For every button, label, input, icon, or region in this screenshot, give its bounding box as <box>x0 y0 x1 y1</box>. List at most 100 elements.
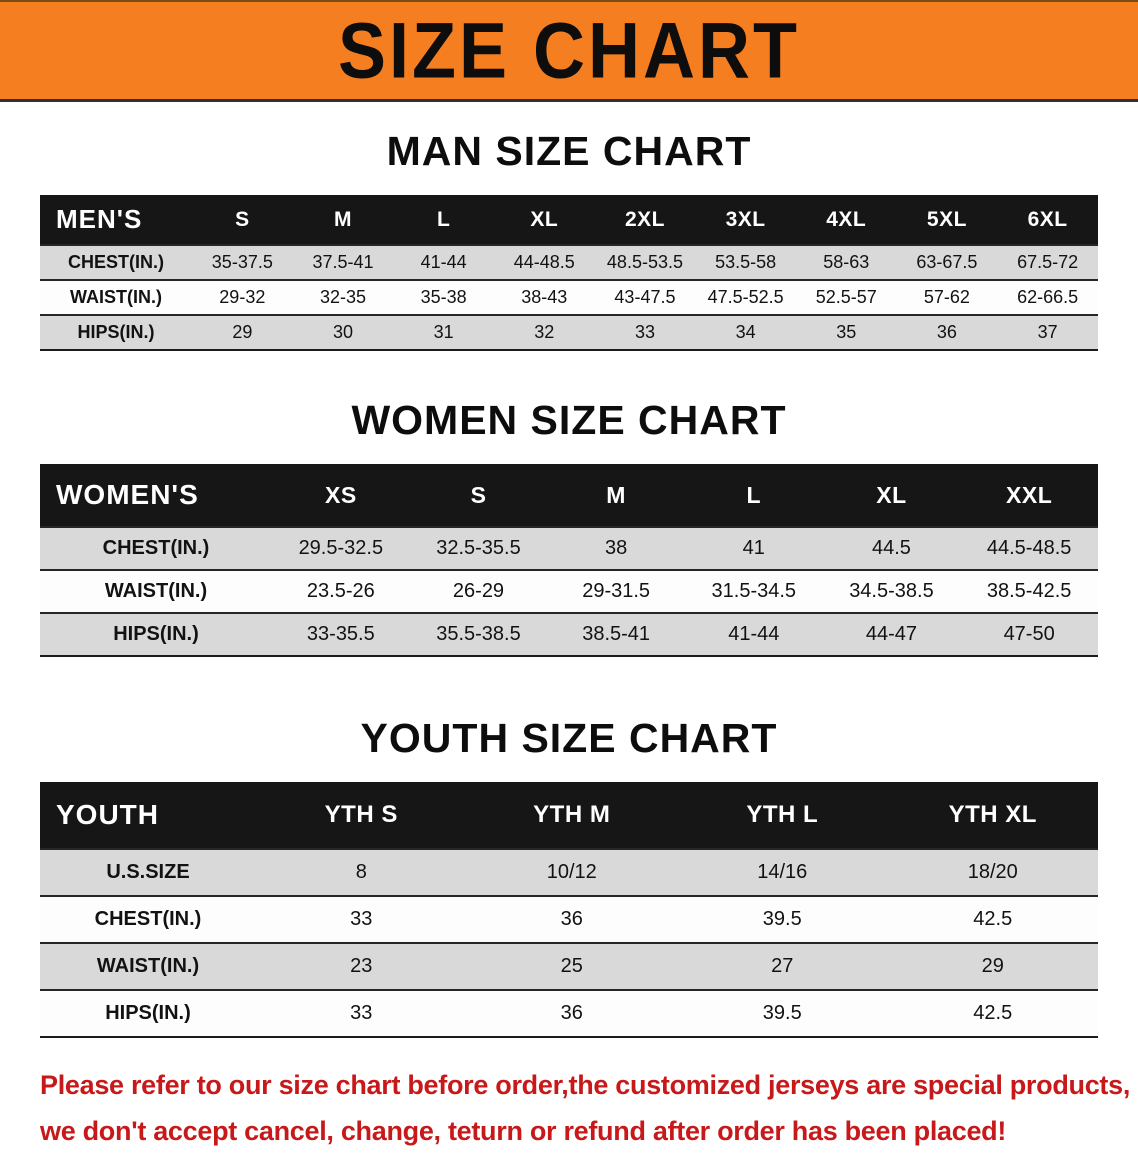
size-value: 41 <box>742 537 765 559</box>
size-column-header: 2XL <box>594 195 696 245</box>
size-value: 42.5 <box>973 1002 1013 1024</box>
size-column-header: XL <box>493 195 595 245</box>
size-value: 38 <box>605 537 628 559</box>
women-size-table: WOMEN'S XS S M L XL XXL CHEST(IN.) 29.5-32.5 32.5… <box>40 464 1098 657</box>
size-value: 43-47.5 <box>614 287 676 307</box>
table-row: HIPS(IN.) 29 30 31 32 33 34 35 36 37 <box>40 315 1098 350</box>
size-column-header: XXL <box>960 464 1098 527</box>
size-value: 29-31.5 <box>582 580 651 602</box>
size-column-header: 3XL <box>695 195 796 245</box>
table-row: HIPS(IN.) 33-35.5 35.5-38.5 38.5-41 41-44 44-… <box>40 613 1098 656</box>
size-value: 25 <box>560 955 583 977</box>
row-label: HIPS(IN.) <box>105 1002 191 1024</box>
disclaimer: Please refer to our size chart before or… <box>40 1062 1138 1154</box>
size-value: 36 <box>560 1002 583 1024</box>
row-label: WAIST(IN.) <box>96 955 200 977</box>
size-value: 53.5-58 <box>715 252 777 272</box>
size-value: 27 <box>771 955 794 977</box>
youth-size-section: YOUTH SIZE CHART YOUTH YTH S YTH M YTH L YTH… <box>0 715 1138 1038</box>
size-value: 37 <box>1037 322 1058 342</box>
size-value: 42.5 <box>973 908 1013 930</box>
size-value: 23 <box>350 955 373 977</box>
size-value: 31 <box>433 322 454 342</box>
size-value: 38.5-42.5 <box>986 580 1072 602</box>
size-value: 33 <box>634 322 655 342</box>
men-size-table: MEN'S S M L XL 2XL 3XL 4XL 5XL 6XL CHEST(IN.) 35-37… <box>40 195 1098 351</box>
size-value: 48.5-53.5 <box>606 252 683 272</box>
size-value: 35.5-38.5 <box>436 623 521 645</box>
size-value: 29 <box>981 955 1004 977</box>
size-value: 30 <box>332 322 353 342</box>
size-value: 26-29 <box>452 580 505 602</box>
table-header-row: WOMEN'S XS S M L XL XXL <box>40 464 1098 527</box>
size-value: 44-48.5 <box>513 252 575 272</box>
size-value: 34 <box>735 322 756 342</box>
table-row: HIPS(IN.) 33 36 39.5 42.5 <box>40 990 1098 1037</box>
size-column-header: 4XL <box>795 195 897 245</box>
size-value: 41-44 <box>420 252 467 272</box>
size-column-header: YTH XL <box>887 782 1098 849</box>
youth-size-table: YOUTH YTH S YTH M YTH L YTH XL U.S.SIZE 8 10/12… <box>40 782 1098 1038</box>
size-value: 8 <box>355 861 367 883</box>
table-row: WAIST(IN.) 23.5-26 26-29 29-31.5 31.5-34.5 34… <box>40 570 1098 613</box>
size-value: 62-66.5 <box>1017 287 1079 307</box>
size-column-header: 6XL <box>997 195 1098 245</box>
row-label: HIPS(IN.) <box>77 322 155 342</box>
table-row: CHEST(IN.) 29.5-32.5 32.5-35.5 38 41 44.5 44.5… <box>40 527 1098 570</box>
size-column-header: S <box>409 464 548 527</box>
size-value: 14/16 <box>757 861 808 883</box>
table-row: CHEST(IN.) 35-37.5 37.5-41 41-44 44-48.5 48.5… <box>40 245 1098 280</box>
size-value: 10/12 <box>546 861 597 883</box>
table-row: WAIST(IN.) 23 25 27 29 <box>40 943 1098 990</box>
size-value: 39.5 <box>762 1002 802 1024</box>
size-value: 29.5-32.5 <box>298 537 384 559</box>
size-value: 33 <box>350 1002 373 1024</box>
size-value: 35 <box>836 322 857 342</box>
row-label: CHEST(IN.) <box>68 252 164 272</box>
disclaimer-line-2: we don't accept cancel, change, teturn o… <box>40 1116 1007 1146</box>
table-row: U.S.SIZE 8 10/12 14/16 18/20 <box>40 849 1098 896</box>
page-title: SIZE CHART <box>338 6 800 95</box>
men-section-heading: MAN SIZE CHART <box>386 128 752 174</box>
size-value: 41-44 <box>728 623 780 645</box>
banner: SIZE CHART <box>0 0 1138 102</box>
size-column-header: YTH M <box>466 782 677 849</box>
size-column-header: XL <box>822 464 961 527</box>
men-size-section: MAN SIZE CHART MEN'S S M L XL 2XL 3XL 4XL 5XL 6XL… <box>0 128 1138 351</box>
size-value: 38-43 <box>521 287 568 307</box>
size-value: 67.5-72 <box>1017 252 1079 272</box>
size-value: 33-35.5 <box>306 623 375 645</box>
size-value: 36 <box>560 908 583 930</box>
row-label: CHEST(IN.) <box>94 908 202 930</box>
size-value: 34.5-38.5 <box>849 580 934 602</box>
table-row: WAIST(IN.) 29-32 32-35 35-38 38-43 43-47.5 47.… <box>40 280 1098 315</box>
size-value: 35-38 <box>420 287 467 307</box>
row-label: HIPS(IN.) <box>113 623 199 645</box>
table-title-cell: YOUTH <box>40 782 256 849</box>
size-column-header: M <box>547 464 685 527</box>
women-section-heading: WOMEN SIZE CHART <box>351 397 787 443</box>
size-value: 32.5-35.5 <box>436 537 521 559</box>
row-label: CHEST(IN.) <box>102 537 210 559</box>
size-value: 35-37.5 <box>211 252 273 272</box>
size-value: 57-62 <box>923 287 970 307</box>
size-value: 32 <box>534 322 555 342</box>
size-value: 37.5-41 <box>312 252 374 272</box>
size-value: 58-63 <box>823 252 870 272</box>
row-label: U.S.SIZE <box>106 861 190 883</box>
size-value: 47.5-52.5 <box>707 287 784 307</box>
size-value: 63-67.5 <box>916 252 978 272</box>
size-value: 31.5-34.5 <box>711 580 797 602</box>
size-value: 18/20 <box>967 861 1018 883</box>
size-value: 29 <box>232 322 253 342</box>
row-label: WAIST(IN.) <box>104 580 208 602</box>
size-column-header: 5XL <box>896 195 998 245</box>
size-value: 33 <box>350 908 373 930</box>
size-value: 29-32 <box>219 287 266 307</box>
women-size-section: WOMEN SIZE CHART WOMEN'S XS S M L XL XXL CHEST(… <box>0 397 1138 657</box>
size-value: 44.5-48.5 <box>986 537 1072 559</box>
size-column-header: M <box>292 195 394 245</box>
size-value: 32-35 <box>319 287 366 307</box>
size-column-header: XS <box>272 464 410 527</box>
